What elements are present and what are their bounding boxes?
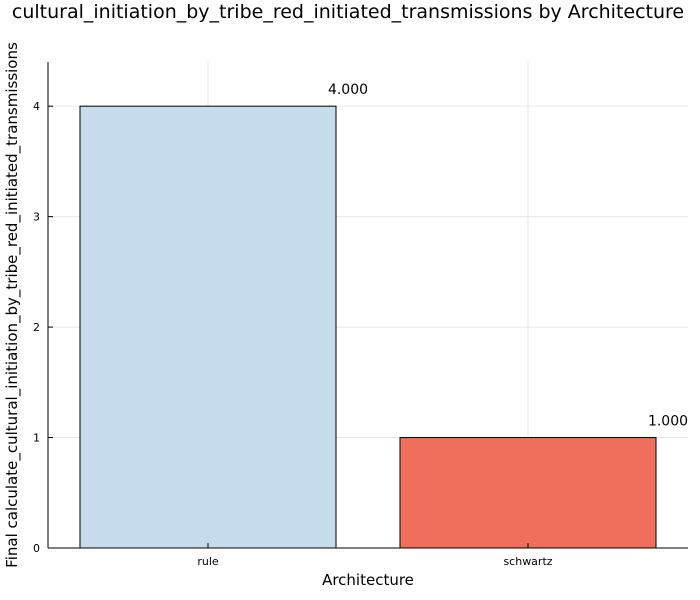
y-tick-label: 1 xyxy=(33,432,40,445)
x-axis-label: Architecture xyxy=(322,571,414,589)
y-tick-label: 3 xyxy=(33,211,40,224)
y-tick-label: 4 xyxy=(33,100,40,113)
bars xyxy=(79,105,657,549)
data-label-schwartz: 1.000 xyxy=(648,414,688,430)
y-ticks: 0 1 2 3 4 xyxy=(33,100,53,555)
y-tick-label: 2 xyxy=(33,321,40,334)
y-tick-label: 0 xyxy=(33,542,40,555)
y-axis-label: Final calculate_cultural_initiation_by_t… xyxy=(3,42,22,568)
x-ticks: rule schwartz xyxy=(197,543,553,568)
data-label-rule: 4.000 xyxy=(328,82,368,98)
bar-rule xyxy=(79,105,337,549)
x-tick-label: rule xyxy=(197,555,219,568)
chart-title: cultural_initiation_by_tribe_red_initiat… xyxy=(12,1,684,23)
x-tick-label: schwartz xyxy=(503,555,552,568)
data-labels: 4.000 1.000 xyxy=(328,82,688,429)
bar-schwartz xyxy=(399,437,657,549)
